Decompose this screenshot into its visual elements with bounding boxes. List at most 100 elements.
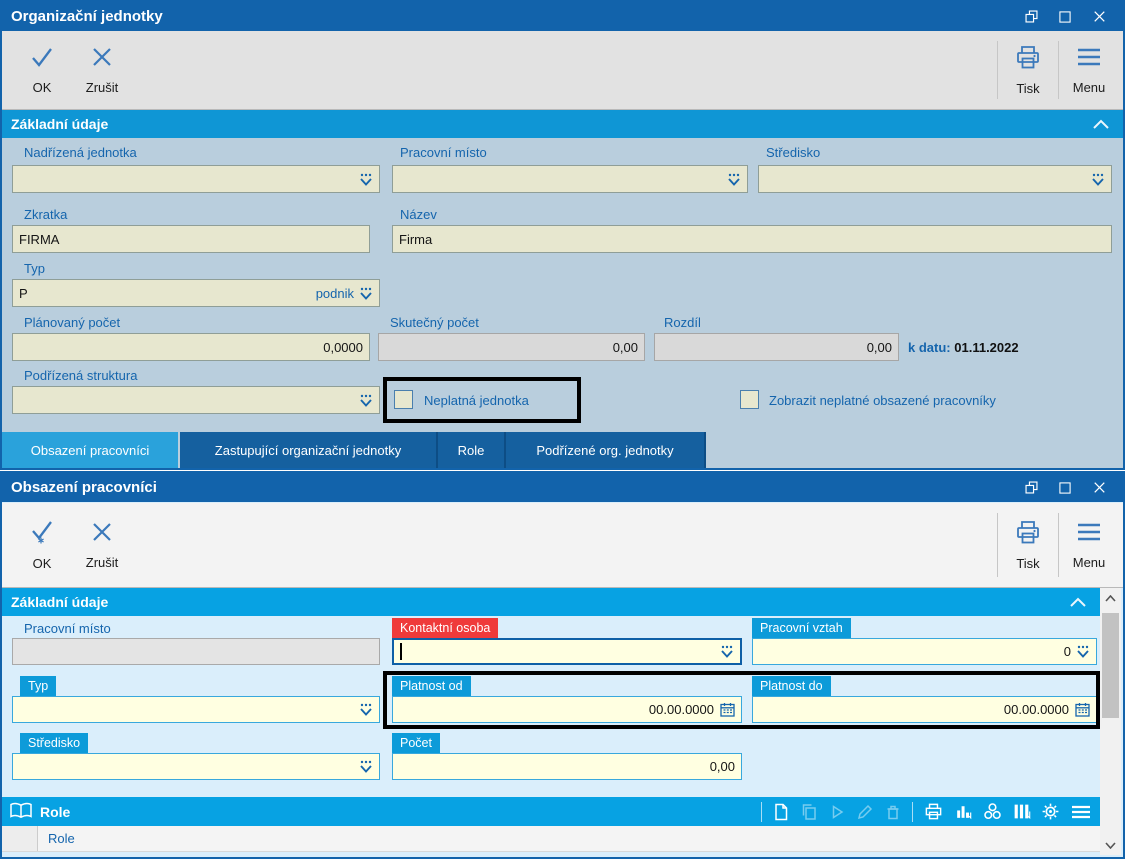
close-icon[interactable] — [1090, 479, 1108, 497]
skutecny-pocet-field: 0,00 — [378, 333, 645, 361]
columns-icon[interactable] — [1012, 802, 1031, 821]
scrollbar-down-icon[interactable] — [1100, 835, 1121, 855]
scrollbar-up-icon[interactable] — [1100, 588, 1121, 608]
stredisko-field[interactable] — [758, 165, 1112, 193]
field-label: Nadřízená jednotka — [24, 145, 137, 160]
window1-title: Organizační jednotky — [11, 8, 163, 25]
field-label: Podřízená struktura — [24, 368, 138, 383]
menu-hamburger-icon — [1075, 520, 1103, 549]
zkratka-field[interactable]: FIRMA — [12, 225, 370, 253]
restore-window-icon[interactable] — [1022, 479, 1040, 497]
field-label: Zkratka — [24, 207, 68, 222]
menu-button[interactable]: Menu — [1059, 31, 1119, 109]
print-button[interactable]: Tisk — [998, 31, 1058, 109]
field-label: Pracovní místo — [24, 621, 111, 636]
cancel-x-icon — [90, 520, 114, 549]
typ-field[interactable] — [12, 696, 380, 723]
field-label: Plánovaný počet — [24, 315, 121, 330]
run-icon — [828, 803, 846, 821]
dropdown-icon[interactable] — [727, 173, 741, 186]
settings-gear-icon[interactable] — [1041, 802, 1060, 821]
maximize-icon[interactable] — [1056, 479, 1074, 497]
vertical-scrollbar[interactable] — [1100, 588, 1121, 855]
window2-toolbar: OK Zrušit Tisk — [2, 503, 1123, 588]
tab-role[interactable]: Role — [438, 432, 506, 468]
collapse-chevron-icon[interactable] — [1069, 597, 1091, 608]
typ-selected-text: podnik — [315, 285, 354, 301]
maximize-icon[interactable] — [1056, 8, 1074, 26]
tab-zastupujici-organizacni-jednotky[interactable]: Zastupující organizační jednotky — [180, 432, 438, 468]
scrollbar-thumb[interactable] — [1102, 613, 1119, 718]
toolbar-separator — [997, 513, 998, 577]
icon-separator — [761, 801, 762, 822]
window-obsazeni-pracovnici: Obsazení pracovníci OK — [0, 471, 1125, 859]
dropdown-icon[interactable] — [359, 394, 373, 407]
book-icon — [10, 802, 32, 822]
role-row-selector-column[interactable] — [2, 826, 38, 851]
stredisko-field[interactable] — [12, 753, 380, 780]
panel-menu-icon[interactable] — [1070, 803, 1092, 821]
section-header-zakladni-udaje: Základní údaje — [2, 588, 1100, 616]
new-record-icon[interactable] — [772, 803, 790, 821]
field-label: Typ — [24, 261, 45, 276]
platnost-do-field[interactable]: 00.00.0000 — [752, 696, 1097, 723]
menu-button[interactable]: Menu — [1059, 503, 1119, 587]
window-organizacni-jednotky: Organizační jednotky OK — [0, 0, 1125, 470]
zobrazit-neplatne-label: Zobrazit neplatné obsazené pracovníky — [769, 393, 996, 408]
cancel-x-icon — [90, 45, 114, 74]
pracovni-misto-field — [12, 638, 380, 665]
dropdown-icon[interactable] — [1076, 645, 1090, 658]
dropdown-icon[interactable] — [359, 703, 373, 716]
calendar-icon[interactable] — [720, 702, 735, 717]
toolbar-separator — [1058, 41, 1059, 99]
pracovni-vztah-field[interactable]: 0 — [752, 638, 1097, 665]
window2-titlebar: Obsazení pracovníci — [2, 473, 1123, 502]
printer-icon — [1014, 44, 1042, 75]
podrizena-struktura-field[interactable] — [12, 386, 380, 414]
calendar-icon[interactable] — [1075, 702, 1090, 717]
close-icon[interactable] — [1090, 8, 1108, 26]
planovany-pocet-field[interactable]: 0,0000 — [12, 333, 370, 361]
cancel-button[interactable]: Zrušit — [72, 503, 132, 587]
nadrizena-jednotka-field[interactable] — [12, 165, 380, 193]
pocet-field[interactable]: 0,00 — [392, 753, 742, 780]
kontaktni-osoba-required-label: Kontaktní osoba — [392, 618, 499, 638]
ok-new-button[interactable]: OK — [12, 503, 72, 587]
cancel-button[interactable]: Zrušit — [72, 31, 132, 109]
dropdown-icon[interactable] — [359, 287, 373, 300]
dropdown-icon[interactable] — [359, 173, 373, 186]
pracovni-misto-field[interactable] — [392, 165, 748, 193]
print-button[interactable]: Tisk — [998, 503, 1058, 587]
typ-field[interactable]: P podnik — [12, 279, 380, 307]
platnost-do-label: Platnost do — [752, 676, 831, 696]
dropdown-icon[interactable] — [1091, 173, 1105, 186]
ok-button[interactable]: OK — [12, 31, 72, 109]
dropdown-icon[interactable] — [720, 645, 734, 658]
pracovni-vztah-label: Pracovní vztah — [752, 618, 851, 638]
dropdown-icon[interactable] — [359, 760, 373, 773]
nazev-field[interactable]: Firma — [392, 225, 1112, 253]
group-icon[interactable] — [983, 802, 1002, 821]
toolbar-separator — [1058, 513, 1059, 577]
kontaktni-osoba-field[interactable] — [392, 638, 742, 665]
collapse-chevron-icon[interactable] — [1092, 119, 1114, 130]
field-label: Rozdíl — [664, 315, 701, 330]
restore-window-icon[interactable] — [1022, 8, 1040, 26]
tab-podrizene-org-jednotky[interactable]: Podřízené org. jednotky — [506, 432, 706, 468]
text-cursor — [400, 643, 402, 660]
grid-print-icon[interactable] — [923, 802, 944, 821]
k-datu-text: k datu: 01.11.2022 — [908, 340, 1019, 355]
zobrazit-neplatne-checkbox[interactable] — [740, 390, 759, 409]
typ-label: Typ — [20, 676, 57, 696]
section-header-zakladni-udaje: Základní údaje — [2, 110, 1123, 138]
icon-separator — [912, 801, 913, 822]
role-table-header: Role — [2, 826, 1100, 852]
chart-icon[interactable] — [954, 802, 973, 821]
platnost-od-field[interactable]: 00.00.0000 — [392, 696, 742, 723]
tab-obsazeni-pracovnici[interactable]: Obsazení pracovníci — [2, 432, 178, 468]
window2-title: Obsazení pracovníci — [11, 479, 157, 496]
role-column-header[interactable]: Role — [48, 831, 75, 846]
edit-pencil-icon — [856, 803, 874, 821]
neplatna-jednotka-checkbox[interactable] — [394, 390, 413, 409]
